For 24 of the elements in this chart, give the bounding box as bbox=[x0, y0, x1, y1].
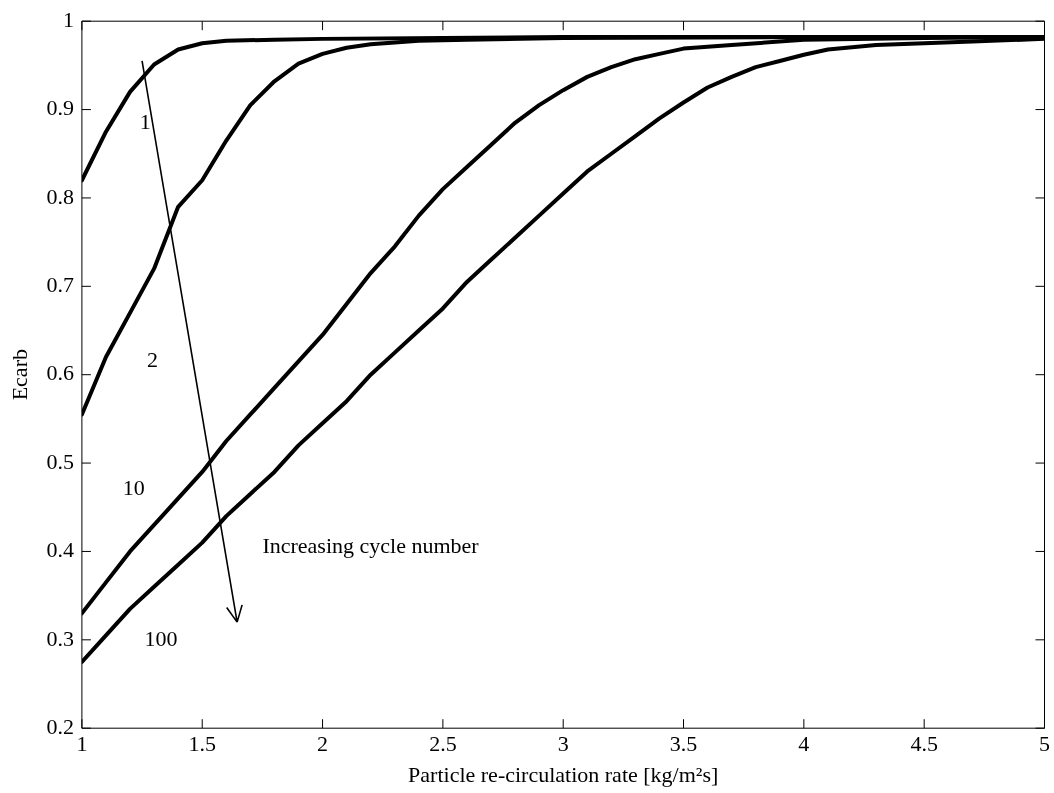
y-axis-title: Ecarb bbox=[6, 349, 32, 401]
y-tick-label: 0.7 bbox=[46, 272, 74, 298]
x-axis-title: Particle re-circulation rate [kg/m²s] bbox=[408, 761, 719, 787]
y-tick-label: 0.3 bbox=[46, 625, 74, 651]
series-label: 2 bbox=[146, 347, 158, 373]
x-tick-label: 4.5 bbox=[910, 731, 938, 757]
y-tick-label: 0.4 bbox=[46, 537, 74, 563]
y-tick-label: 1 bbox=[62, 6, 74, 32]
series-label: 10 bbox=[122, 475, 145, 501]
series-label: 100 bbox=[144, 625, 178, 651]
x-tick-label: 2 bbox=[317, 731, 329, 757]
x-tick-label: 3 bbox=[557, 731, 569, 757]
y-tick-label: 0.9 bbox=[46, 95, 74, 121]
x-tick-label: 5 bbox=[1039, 731, 1050, 757]
x-tick-label: 1.5 bbox=[188, 731, 216, 757]
x-tick-label: 3.5 bbox=[669, 731, 698, 757]
y-tick-label: 0.8 bbox=[46, 183, 74, 209]
annotation: Increasing cycle number bbox=[262, 532, 480, 558]
x-tick-label: 4 bbox=[798, 731, 810, 757]
y-tick-label: 0.2 bbox=[46, 713, 74, 739]
y-tick-label: 0.6 bbox=[46, 360, 74, 386]
y-tick-label: 0.5 bbox=[46, 448, 74, 474]
x-tick-label: 2.5 bbox=[429, 731, 457, 757]
series-label: 1 bbox=[139, 108, 151, 134]
